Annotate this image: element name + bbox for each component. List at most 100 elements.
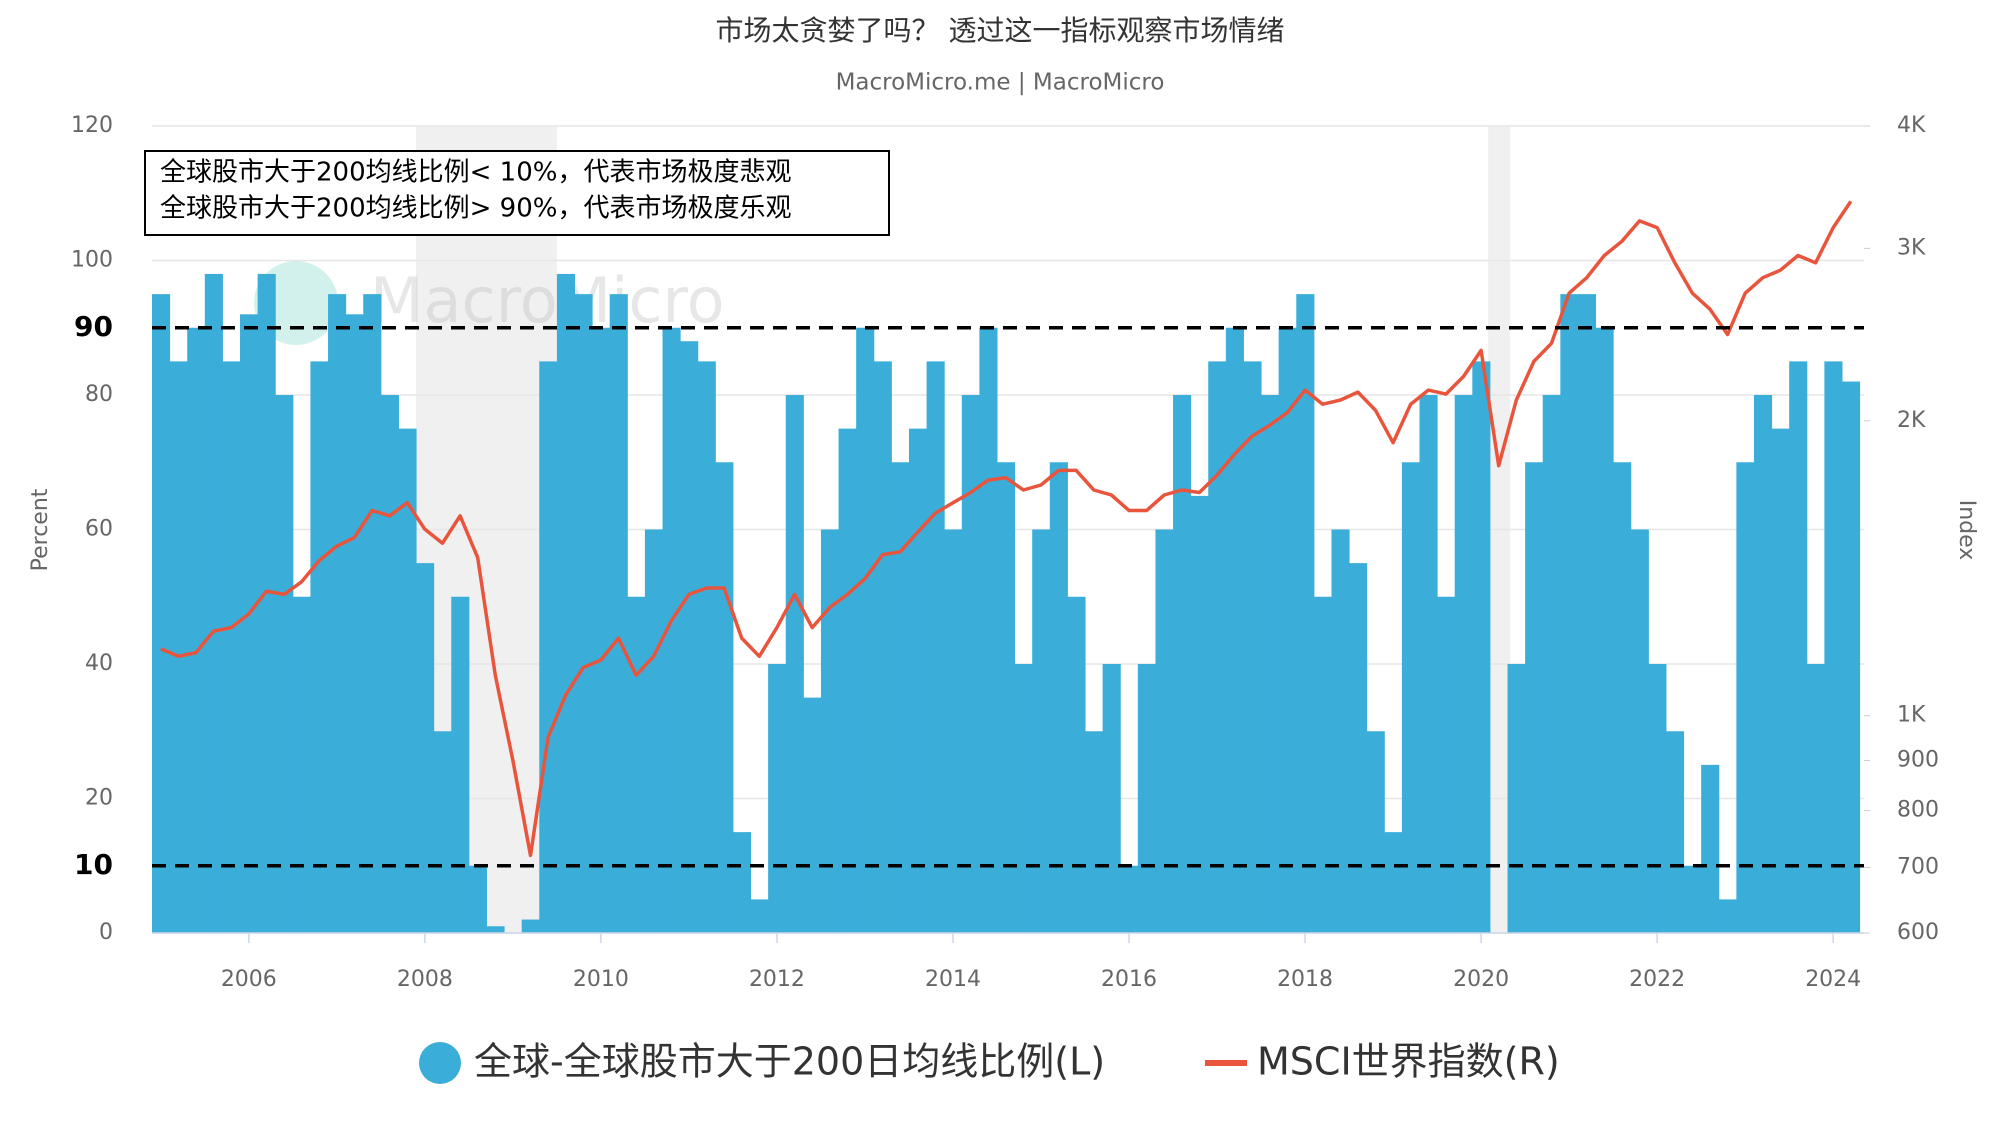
- bar: [697, 361, 716, 933]
- bar: [257, 273, 276, 933]
- y-tick-label: 40: [85, 651, 113, 676]
- x-tick-label: 2008: [397, 967, 453, 992]
- bar: [310, 361, 329, 933]
- bar: [785, 395, 804, 933]
- line-series: [160, 200, 1853, 858]
- bar: [1296, 294, 1315, 933]
- bar: [1049, 462, 1068, 933]
- y2-tick-label: 900: [1897, 748, 1939, 773]
- bar: [1067, 596, 1086, 933]
- bar: [1085, 731, 1104, 933]
- y-tick-label: 80: [85, 382, 113, 407]
- bar: [574, 294, 593, 933]
- x-tick-label: 2012: [749, 967, 805, 992]
- y2-tick-label: 800: [1897, 798, 1939, 823]
- bar: [1789, 361, 1808, 933]
- chart-title: 市场太贪婪了吗？ 透过这一指标观察市场情绪: [716, 14, 1285, 47]
- bar: [1313, 596, 1332, 933]
- legend-label: MSCI世界指数(R): [1257, 1040, 1560, 1084]
- x-tick-label: 2016: [1101, 967, 1157, 992]
- y-tick-label: 0: [99, 920, 113, 945]
- bar: [556, 273, 575, 933]
- bar: [1243, 361, 1262, 933]
- bar: [944, 529, 963, 933]
- bar: [1102, 664, 1121, 933]
- bar: [1419, 395, 1438, 933]
- bar: [732, 832, 752, 933]
- bar: [592, 327, 611, 933]
- bar: [1014, 664, 1033, 933]
- bar: [1771, 428, 1790, 933]
- bar: [1824, 361, 1843, 933]
- bar: [328, 294, 347, 933]
- legend-label: 全球-全球股市大于200日均线比例(L): [474, 1040, 1105, 1084]
- y-tick-label: 120: [71, 113, 113, 138]
- bar: [1225, 327, 1244, 933]
- bar: [768, 664, 787, 933]
- bar: [1437, 596, 1456, 933]
- bar: [345, 314, 364, 933]
- x-tick-label: 2022: [1629, 967, 1685, 992]
- y-tick-label: 20: [85, 786, 113, 811]
- bar: [1648, 664, 1667, 933]
- watermark: MacroMicro: [370, 264, 725, 337]
- bar: [715, 462, 734, 933]
- y-axis-title: Percent: [28, 488, 53, 571]
- bar: [856, 327, 875, 933]
- x-tick-label: 2010: [573, 967, 629, 992]
- reference-label: 10: [74, 848, 113, 881]
- bar: [521, 919, 540, 933]
- bar: [1137, 664, 1156, 933]
- y2-tick-label: 600: [1897, 920, 1939, 945]
- x-tick-label: 2014: [925, 967, 981, 992]
- bar: [1384, 832, 1403, 933]
- bar: [1278, 327, 1297, 933]
- y-tick-label: 100: [71, 248, 113, 273]
- bar: [961, 395, 980, 933]
- bar: [1595, 327, 1614, 933]
- bar: [1701, 764, 1720, 933]
- y2-tick-label: 4K: [1897, 113, 1926, 138]
- bar: [1577, 294, 1597, 933]
- bar: [1542, 395, 1561, 933]
- bar: [1349, 563, 1368, 933]
- x-tick-label: 2020: [1453, 967, 1509, 992]
- bar: [1613, 462, 1632, 933]
- bar: [1120, 865, 1139, 933]
- bar: [1525, 462, 1544, 933]
- y2-axis-title: Index: [1954, 500, 1979, 561]
- x-tick-label: 2018: [1277, 967, 1333, 992]
- bar: [468, 865, 487, 933]
- bar: [803, 697, 822, 933]
- annotation-box: [144, 150, 890, 236]
- bar: [187, 327, 206, 933]
- bar: [222, 361, 241, 933]
- bar: [1630, 529, 1649, 933]
- bar: [1841, 381, 1861, 933]
- y2-tick-label: 2K: [1897, 408, 1926, 433]
- bar: [433, 731, 452, 933]
- bar: [380, 395, 399, 933]
- annotation-text: 全球股市大于200均线比例> 90%，代表市场极度乐观: [160, 194, 791, 224]
- bar: [680, 341, 699, 933]
- bar: [627, 596, 646, 933]
- bar: [1718, 899, 1737, 933]
- bar: [1806, 664, 1825, 933]
- y-tick-label: 60: [85, 517, 113, 542]
- bar: [363, 294, 382, 933]
- bar: [838, 428, 857, 933]
- bar: [398, 428, 417, 933]
- y2-tick-label: 3K: [1897, 235, 1926, 260]
- x-tick-label: 2024: [1805, 967, 1861, 992]
- bar: [1366, 731, 1385, 933]
- bar: [1190, 495, 1209, 933]
- bar: [1683, 865, 1702, 933]
- bar: [1261, 395, 1280, 933]
- bar: [1401, 462, 1420, 933]
- bar: [275, 395, 294, 933]
- bar: [609, 294, 628, 933]
- bar: [1331, 529, 1350, 933]
- bar: [979, 327, 998, 933]
- bar: [240, 314, 259, 933]
